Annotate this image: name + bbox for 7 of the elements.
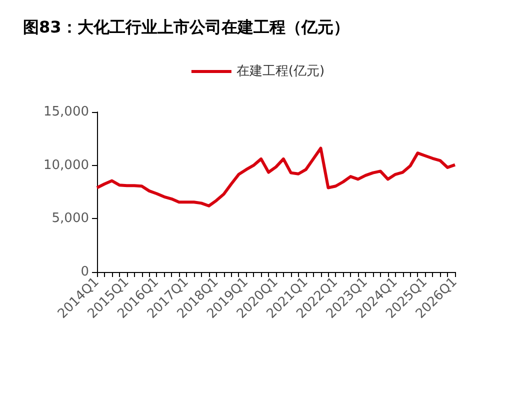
chart-title: 图83：大化工行业上市公司在建工程（亿元） (23, 18, 350, 36)
legend-label: 在建工程(亿元) (236, 64, 325, 79)
y-tick-label: 10,000 (44, 158, 89, 173)
y-tick-label: 0 (80, 264, 89, 280)
y-tick-label: 5,000 (52, 211, 89, 226)
y-tick-label: 15,000 (44, 104, 89, 120)
line-series (96, 146, 456, 208)
